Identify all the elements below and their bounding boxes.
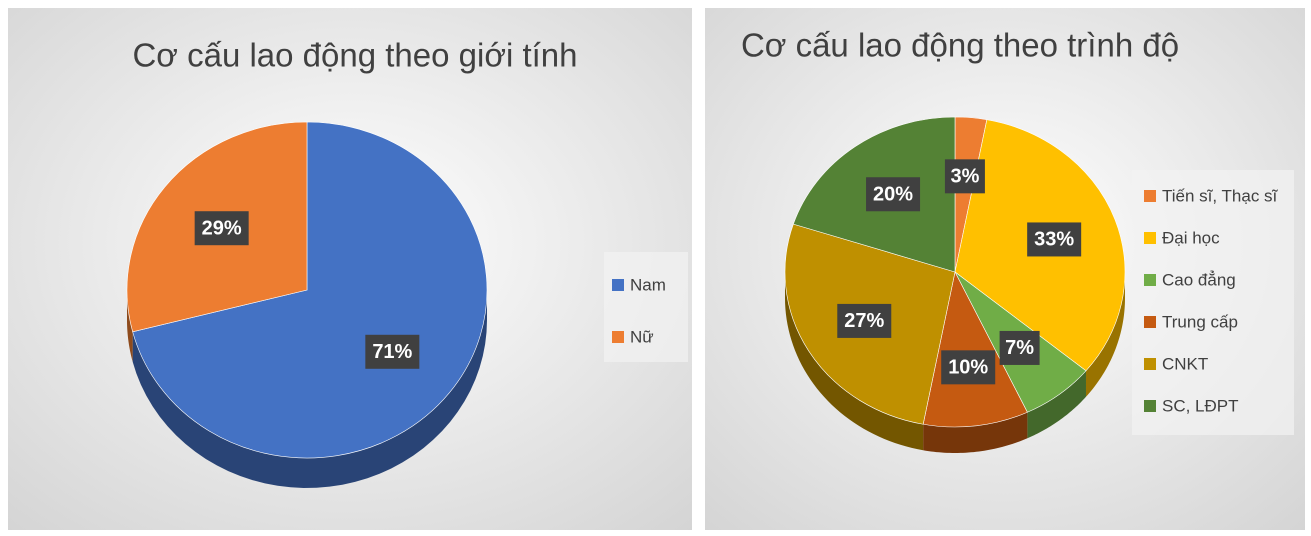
legend-swatch [612, 331, 624, 343]
slice-side [1027, 370, 1086, 439]
label-box [999, 330, 1040, 365]
data-label: 7% [1005, 337, 1034, 359]
slice-side [785, 272, 924, 451]
label-box [194, 211, 249, 246]
legend-box [1132, 170, 1294, 435]
legend-label: Đại học [1162, 228, 1220, 247]
legend-swatch [1144, 232, 1156, 244]
legend-swatch [612, 279, 624, 291]
slice-side [127, 290, 133, 362]
slice [132, 121, 488, 459]
legend-swatch [1144, 400, 1156, 412]
data-label: 33% [1034, 229, 1074, 251]
data-label: 20% [873, 184, 913, 206]
data-label: 71% [372, 341, 412, 363]
label-box [837, 303, 892, 338]
legend-swatch [1144, 358, 1156, 370]
legend-swatch [1144, 316, 1156, 328]
slice-side [132, 290, 487, 488]
legend-label: SC, LĐPT [1162, 396, 1239, 415]
label-box [941, 350, 996, 385]
legend-label: Trung cấp [1162, 312, 1238, 331]
data-label: 27% [844, 310, 884, 332]
label-box [365, 334, 420, 369]
slice-side [923, 412, 1028, 453]
legend-swatch [1144, 274, 1156, 286]
legend-box [604, 252, 688, 362]
slice-side [1085, 272, 1125, 397]
legend-label: Nữ [630, 327, 654, 346]
legend-label: Nam [630, 275, 666, 294]
legend-label: Cao đẳng [1162, 270, 1236, 289]
label-box [866, 177, 921, 212]
label-box [944, 159, 985, 194]
slice [922, 271, 1028, 428]
legend-label: CNKT [1162, 354, 1208, 373]
chart-title: Cơ cấu lao động theo giới tính [132, 37, 577, 74]
data-label: 3% [950, 166, 979, 188]
legend-swatch [1144, 190, 1156, 202]
data-label: 29% [202, 218, 242, 240]
chart-title: Cơ cấu lao động theo trình độ [741, 27, 1179, 64]
legend-label: Tiến sĩ, Thạc sĩ [1162, 186, 1279, 205]
label-box [1027, 222, 1082, 257]
data-label: 10% [948, 357, 988, 379]
